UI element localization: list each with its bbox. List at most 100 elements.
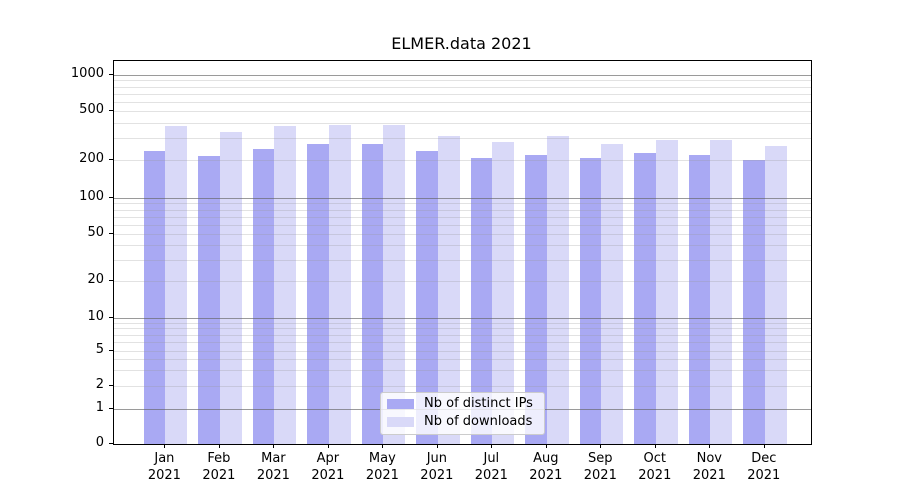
x-tick-label: Jan 2021 (147, 451, 181, 483)
legend-entry: Nb of distinct IPs (381, 395, 544, 413)
bar-downloads-may (383, 124, 406, 444)
major-gridline (114, 75, 811, 76)
legend-swatch-downloads (387, 417, 414, 427)
y-tick-label: 1000 (70, 66, 104, 81)
minor-gridline (114, 359, 811, 361)
minor-gridline (114, 350, 811, 352)
minor-gridline (114, 260, 811, 262)
x-tick-mark (491, 444, 493, 448)
y-tick-label: 5 (95, 341, 104, 357)
legend-box: Nb of distinct IPs Nb of downloads (380, 392, 545, 435)
minor-gridline (114, 370, 811, 372)
x-tick-label: May 2021 (365, 451, 399, 483)
y-tick-label: 1 (95, 400, 104, 415)
y-tick-label: 20 (87, 272, 104, 287)
y-tick-mark (109, 280, 113, 281)
major-gridline (114, 198, 811, 199)
x-tick-label: Oct 2021 (638, 451, 672, 483)
minor-gridline (114, 101, 811, 103)
minor-gridline (114, 209, 811, 211)
bar-downloads-jun (437, 135, 460, 444)
bar-downloads-aug (546, 136, 569, 444)
bar-distinct-ips-nov (688, 155, 711, 444)
legend-entry: Nb of downloads (381, 413, 544, 431)
legend-swatch-distinct-ips (387, 399, 414, 409)
bar-distinct-ips-apr (307, 143, 329, 444)
y-tick-label: 10 (87, 309, 104, 324)
x-tick-mark (273, 444, 275, 448)
x-tick-label: Jul 2021 (474, 451, 508, 483)
minor-gridline (114, 386, 811, 387)
legend-label: Nb of downloads (424, 414, 533, 429)
minor-gridline (114, 234, 811, 235)
x-tick-mark (436, 444, 438, 448)
minor-gridline (114, 86, 811, 88)
bar-distinct-ips-may (361, 143, 384, 444)
y-tick-mark (109, 74, 113, 75)
x-tick-mark (763, 444, 765, 448)
bar-downloads-feb (219, 131, 242, 444)
y-tick-mark (109, 110, 113, 111)
minor-gridline (114, 328, 811, 330)
minor-gridline (114, 93, 811, 95)
y-tick-label: 0 (95, 435, 104, 450)
x-tick-mark (545, 444, 547, 448)
x-tick-mark (327, 444, 329, 448)
x-tick-mark (600, 444, 602, 448)
bar-downloads-mar (274, 126, 297, 444)
legend-label: Nb of distinct IPs (424, 396, 533, 411)
bar-distinct-ips-feb (198, 155, 220, 444)
minor-gridline (114, 245, 811, 247)
bar-distinct-ips-dec (742, 159, 765, 444)
bar-distinct-ips-sep (579, 157, 602, 444)
minor-gridline (114, 160, 811, 161)
x-tick-label: Mar 2021 (256, 451, 290, 483)
x-tick-label: Jun 2021 (420, 451, 454, 483)
y-tick-label: 100 (79, 189, 104, 204)
x-tick-label: Feb 2021 (202, 451, 236, 483)
bar-distinct-ips-oct (634, 152, 656, 444)
minor-gridline (114, 224, 811, 226)
x-tick-label: Apr 2021 (311, 451, 345, 483)
y-tick-label: 2 (95, 377, 104, 392)
minor-gridline (114, 322, 811, 324)
y-tick-mark (109, 317, 113, 318)
minor-gridline (114, 138, 811, 140)
y-tick-mark (109, 349, 113, 351)
minor-gridline (114, 281, 811, 282)
y-tick-label: 200 (79, 151, 104, 166)
y-tick-mark (109, 443, 113, 444)
y-tick-label: 500 (79, 102, 104, 117)
plot-area (113, 60, 812, 445)
bar-distinct-ips-jul (470, 157, 493, 444)
minor-gridline (114, 203, 811, 205)
x-tick-mark (218, 444, 220, 448)
x-tick-label: Aug 2021 (529, 451, 563, 483)
chart-title: ELMER.data 2021 (391, 34, 532, 53)
minor-gridline (114, 122, 811, 124)
minor-gridline (114, 341, 811, 343)
minor-gridline (114, 334, 811, 336)
x-tick-label: Dec 2021 (747, 451, 781, 483)
x-tick-mark (164, 444, 166, 448)
y-tick-mark (109, 233, 113, 234)
bar-downloads-oct (655, 140, 678, 444)
y-tick-label: 50 (87, 225, 104, 240)
minor-gridline (114, 216, 811, 218)
x-tick-label: Sep 2021 (583, 451, 617, 483)
bar-downloads-nov (710, 140, 733, 444)
bar-distinct-ips-aug (525, 154, 547, 444)
x-tick-mark (709, 444, 711, 448)
y-tick-mark (109, 197, 113, 198)
y-tick-mark (109, 159, 113, 160)
bar-downloads-sep (601, 143, 624, 444)
minor-gridline (114, 80, 811, 82)
y-tick-mark (109, 385, 113, 386)
minor-gridline (114, 111, 811, 112)
bar-downloads-apr (328, 124, 351, 444)
major-gridline (114, 318, 811, 319)
bar-distinct-ips-jun (416, 151, 438, 444)
x-tick-label: Nov 2021 (692, 451, 726, 483)
y-tick-mark (109, 408, 113, 409)
bar-distinct-ips-jan (143, 151, 166, 444)
